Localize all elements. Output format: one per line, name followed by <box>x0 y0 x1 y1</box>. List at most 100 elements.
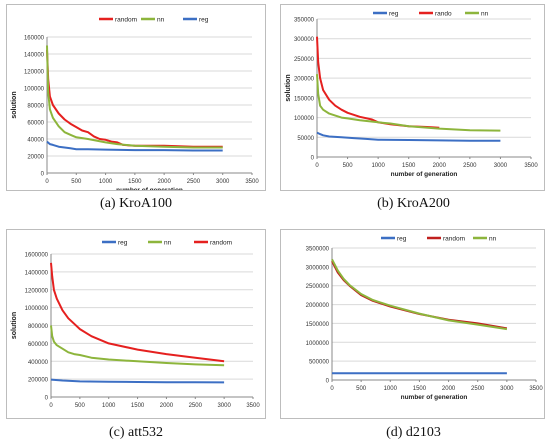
caption-kroa200: (b) KroA200 <box>377 196 450 211</box>
x-tick-label: 500 <box>75 403 86 409</box>
y-tick-label: 80000 <box>27 104 44 110</box>
legend-label-nn: nn <box>157 17 165 24</box>
chart-kroa100-svg: 0200004000060000800001000001200001400001… <box>11 17 259 191</box>
series-line-reg <box>46 140 223 152</box>
x-tick-label: 1500 <box>413 386 427 392</box>
y-tick-label: 3500000 <box>306 247 330 253</box>
y-tick-label: 200000 <box>28 378 49 384</box>
y-tick-label: 50000 <box>297 136 314 142</box>
x-tick-label: 2500 <box>187 179 201 185</box>
x-tick-label: 1000 <box>102 403 116 409</box>
series-line-rando <box>316 36 440 129</box>
x-tick-label: 0 <box>45 179 49 185</box>
series-line-nn <box>50 325 225 367</box>
x-tick-label: 500 <box>356 386 367 392</box>
y-tick-label: 140000 <box>24 53 45 59</box>
panel-kroa100: 0 20000 40000 60000 80000 100000 120000 140000 1… <box>0 0 272 223</box>
y-tick-label: 40000 <box>27 138 44 144</box>
panel-d2103: 0 500000 1000000 1500000 2000000 2500000 30000… <box>277 223 550 446</box>
chart-att532: 0 200000 400000 600000 800000 1000000 1200000 1… <box>6 229 266 419</box>
y-tick-label: 600000 <box>28 342 49 348</box>
series-line-reg <box>316 131 501 142</box>
x-tick-label: 3000 <box>494 163 508 169</box>
series-line-random <box>46 49 223 148</box>
legend-label-nn: nn <box>164 240 172 247</box>
legend-label-random: random <box>210 240 232 247</box>
x-tick-label: 0 <box>330 386 334 392</box>
x-tick-label: 1000 <box>384 386 398 392</box>
x-axis-label: number of generation <box>391 171 458 178</box>
x-tick-label: 2000 <box>160 403 174 409</box>
chart-kroa100: 0 20000 40000 60000 80000 100000 120000 140000 1… <box>6 4 266 191</box>
legend-label-nn: nn <box>481 11 489 18</box>
chart-d2103-svg: 0500000100000015000002000000250000030000… <box>306 236 544 402</box>
y-tick-label: 100000 <box>24 87 45 93</box>
x-tick-label: 2000 <box>442 386 456 392</box>
legend-label-random: random <box>443 236 465 243</box>
x-axis-label: number of generation <box>401 394 468 401</box>
series-line-random <box>331 260 508 330</box>
x-tick-label: 1000 <box>371 163 385 169</box>
y-tick-label: 0 <box>311 156 315 162</box>
y-tick-label: 1500000 <box>306 322 330 328</box>
series-line-random <box>50 262 225 363</box>
series-line-nn <box>316 74 501 132</box>
legend-label-reg: reg <box>389 11 399 18</box>
chart-kroa200: 0 50000 100000 150000 200000 250000 300000 3500… <box>280 4 545 191</box>
y-tick-label: 500000 <box>309 360 330 366</box>
x-tick-label: 2000 <box>433 163 447 169</box>
y-tick-label: 1200000 <box>25 288 49 294</box>
series-line-nn <box>46 45 223 149</box>
x-tick-label: 2500 <box>471 386 485 392</box>
x-tick-label: 500 <box>343 163 354 169</box>
y-tick-label: 2500000 <box>306 284 330 290</box>
caption-att532: (c) att532 <box>108 425 164 440</box>
y-tick-label: 0 <box>326 379 330 385</box>
legend-label-reg: reg <box>397 236 407 243</box>
y-tick-label: 1600000 <box>25 253 49 259</box>
chart-kroa200-svg: 0 50000 100000 150000 200000 250000 300000 3500… <box>285 11 538 179</box>
x-tick-label: 0 <box>49 403 53 409</box>
y-tick-label: 20000 <box>27 155 44 161</box>
x-tick-label: 3000 <box>216 179 230 185</box>
panel-kroa200: 0 50000 100000 150000 200000 250000 300000 3500… <box>277 0 550 223</box>
y-tick-label: 100000 <box>294 116 315 122</box>
chart-d2103: 0 500000 1000000 1500000 2000000 2500000 30000… <box>280 229 545 419</box>
y-tick-label: 160000 <box>24 36 45 42</box>
x-tick-label: 1500 <box>128 179 142 185</box>
x-tick-label: 3500 <box>529 386 543 392</box>
y-tick-label: 1400000 <box>25 270 49 276</box>
x-tick-label: 2500 <box>463 163 477 169</box>
y-tick-label: 1000000 <box>25 306 49 312</box>
y-tick-label: 1000000 <box>306 341 330 347</box>
y-tick-label: 60000 <box>27 121 44 127</box>
x-tick-label: 3500 <box>524 163 538 169</box>
x-tick-label: 1000 <box>99 179 113 185</box>
y-tick-label: 0 <box>41 172 45 178</box>
x-tick-label: 0 <box>315 163 319 169</box>
x-tick-label: 3500 <box>246 403 260 409</box>
y-tick-label: 200000 <box>294 77 315 83</box>
series-line-reg <box>50 378 225 384</box>
x-tick-label: 3000 <box>500 386 514 392</box>
y-tick-label: 120000 <box>24 70 45 76</box>
y-tick-label: 300000 <box>294 37 315 43</box>
y-axis-label: solution <box>285 74 292 101</box>
series-line-nn <box>331 258 508 331</box>
chart-att532-svg: 0 200000 400000 600000 800000 1000000 1200000 1… <box>11 240 260 410</box>
x-tick-label: 500 <box>71 179 82 185</box>
legend-label-reg: reg <box>199 17 209 24</box>
y-tick-label: 150000 <box>294 96 315 102</box>
y-axis-label: solution <box>11 312 18 339</box>
caption-kroa100: (a) KroA100 <box>100 196 172 211</box>
x-tick-label: 2000 <box>157 179 171 185</box>
y-tick-label: 250000 <box>294 57 315 63</box>
y-axis-label: solution <box>11 91 18 118</box>
panel-att532: 0 200000 400000 600000 800000 1000000 1200000 1… <box>0 223 272 446</box>
legend-label-random: random <box>115 17 137 24</box>
x-axis-label: number of generation <box>116 187 183 190</box>
y-tick-label: 400000 <box>28 360 49 366</box>
legend-label-reg: reg <box>118 240 128 247</box>
caption-d2103: (d) d2103 <box>386 425 441 440</box>
x-tick-label: 2500 <box>189 403 203 409</box>
